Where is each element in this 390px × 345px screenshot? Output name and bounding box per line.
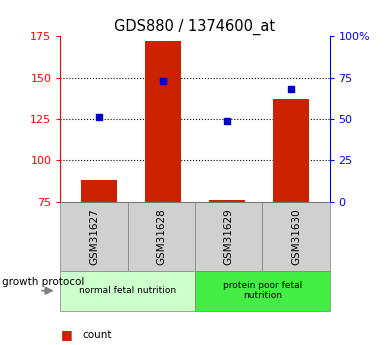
Text: protein poor fetal
nutrition: protein poor fetal nutrition xyxy=(223,281,302,300)
Text: GSM31630: GSM31630 xyxy=(291,208,301,265)
Text: normal fetal nutrition: normal fetal nutrition xyxy=(79,286,176,295)
Text: GSM31627: GSM31627 xyxy=(89,208,99,265)
Point xyxy=(160,78,166,84)
Text: growth protocol: growth protocol xyxy=(2,277,84,287)
Text: GSM31629: GSM31629 xyxy=(223,208,234,265)
Title: GDS880 / 1374600_at: GDS880 / 1374600_at xyxy=(114,19,276,35)
Point xyxy=(224,118,230,124)
Bar xyxy=(81,180,117,202)
Text: GSM31628: GSM31628 xyxy=(156,208,167,265)
Bar xyxy=(273,99,309,202)
Text: ■: ■ xyxy=(60,328,72,341)
Bar xyxy=(209,200,245,202)
Point xyxy=(288,87,294,92)
Text: count: count xyxy=(82,330,112,339)
Point xyxy=(96,115,102,120)
Bar xyxy=(145,41,181,202)
